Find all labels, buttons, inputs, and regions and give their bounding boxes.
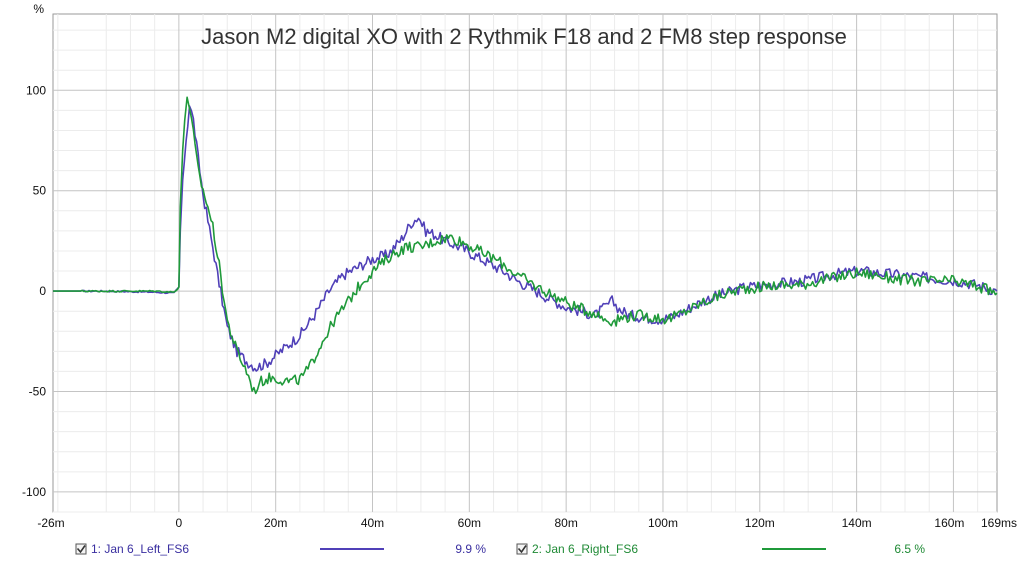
y-tick-label: -50: [29, 385, 47, 399]
plot-area: [52, 13, 998, 513]
legend-item-right[interactable]: 2: Jan 6_Right_FS6 6.5 %: [516, 542, 925, 556]
legend-label-right: 2: Jan 6_Right_FS6: [532, 542, 638, 556]
x-axis-ticks: -26m 0 20m 40m 60m 80m 100m 120m 140m 160m 169ms: [37, 516, 1017, 530]
legend-label-left: 1: Jan 6_Left_FS6: [91, 542, 189, 556]
x-tick-label: 100m: [648, 516, 678, 530]
x-tick-label: 80m: [554, 516, 577, 530]
legend-value-right: 6.5 %: [894, 542, 925, 556]
check-icon: [76, 545, 86, 554]
y-tick-label: -100: [22, 485, 46, 499]
x-tick-label: 40m: [361, 516, 384, 530]
x-tick-label: 60m: [458, 516, 481, 530]
legend-value-left: 9.9 %: [455, 542, 486, 556]
series-line-2: [53, 96, 998, 395]
legend-checkbox-right[interactable]: [516, 543, 528, 555]
x-tick-label: 140m: [842, 516, 872, 530]
y-axis-unit-label: %: [33, 2, 44, 16]
series-line-1: [53, 105, 998, 372]
y-tick-label: 100: [26, 83, 46, 97]
series-lines: [53, 96, 998, 395]
legend-checkbox-left[interactable]: [75, 543, 87, 555]
x-tick-label: 169ms: [981, 516, 1017, 530]
legend-item-left[interactable]: 1: Jan 6_Left_FS6 9.9 %: [75, 542, 486, 556]
x-tick-label: 0: [176, 516, 183, 530]
x-tick-label: 120m: [745, 516, 775, 530]
check-icon: [517, 545, 527, 554]
y-tick-label: 50: [33, 184, 47, 198]
x-tick-label: 160m: [934, 516, 964, 530]
y-axis-ticks: 100 50 0 -50 -100: [22, 83, 46, 499]
x-tick-label: -26m: [37, 516, 64, 530]
y-tick-label: 0: [39, 284, 46, 298]
legend: 1: Jan 6_Left_FS6 9.9 % 2: Jan 6_Right_F…: [75, 542, 925, 556]
chart-title: Jason M2 digital XO with 2 Rythmik F18 a…: [201, 24, 847, 49]
x-tick-label: 20m: [264, 516, 287, 530]
